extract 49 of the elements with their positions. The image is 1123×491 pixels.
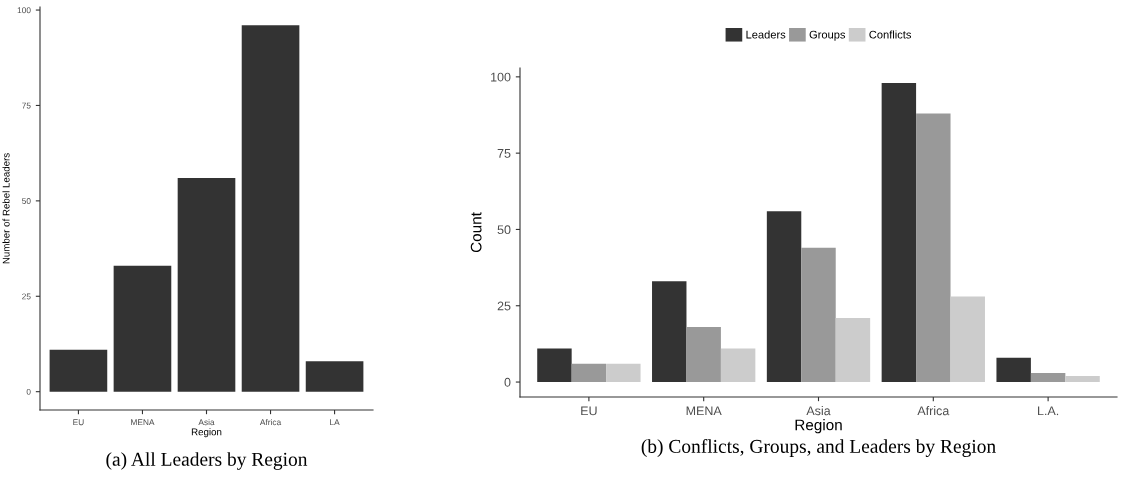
x-tick-label: L.A. <box>1038 406 1059 416</box>
y-tick-label: 100 <box>17 7 31 14</box>
legend-label: Leaders <box>746 30 786 39</box>
bar <box>606 363 641 383</box>
y-tick-label: 25 <box>497 301 511 311</box>
y-tick-label: 75 <box>497 149 511 158</box>
y-axis-title: Count <box>470 212 482 253</box>
bar <box>916 113 951 383</box>
bar <box>1065 375 1100 383</box>
bar <box>686 327 721 383</box>
bar <box>177 177 236 392</box>
bar <box>1030 372 1066 383</box>
bar <box>652 281 687 383</box>
text: (a) All Leaders by Region <box>106 452 308 470</box>
y-tick-label: 75 <box>22 102 31 109</box>
bar <box>720 348 756 383</box>
y-tick-label: 100 <box>491 72 511 82</box>
bar <box>835 317 871 383</box>
bar <box>881 82 917 383</box>
x-axis-title: Region <box>795 419 842 434</box>
legend-label: Conflicts <box>869 30 912 39</box>
x-tick-label: LA <box>330 419 340 426</box>
x-tick-label: EU <box>73 419 84 426</box>
bar <box>241 25 300 392</box>
y-tick-label: 50 <box>22 198 31 204</box>
bar <box>113 265 172 392</box>
x-tick-label: EU <box>581 406 597 416</box>
bar <box>766 211 802 383</box>
x-tick-label: Africa <box>259 419 282 426</box>
y-axis-title: Number of Rebel Leaders <box>2 153 10 264</box>
x-axis-title: Region <box>191 428 222 438</box>
text: (b) Conflicts, Groups, and Leaders by Region <box>641 439 996 457</box>
bar <box>571 363 607 383</box>
y-tick-label: 0 <box>504 377 511 387</box>
x-tick-label: MENA <box>131 419 155 426</box>
x-tick-label: Africa <box>917 406 950 416</box>
y-tick-label: 50 <box>497 225 511 235</box>
x-tick-label: Asia <box>198 419 215 426</box>
y-tick-label: 25 <box>22 293 31 300</box>
legend-label: Groups <box>809 30 846 41</box>
bar <box>996 357 1031 383</box>
x-tick-label: MENA <box>686 406 722 416</box>
bar <box>801 247 836 383</box>
y-tick-label: 0 <box>26 388 31 395</box>
x-tick-label: Asia <box>806 406 831 416</box>
bar <box>950 296 985 383</box>
bar <box>49 349 108 392</box>
bar <box>305 361 364 392</box>
bar <box>537 348 572 383</box>
